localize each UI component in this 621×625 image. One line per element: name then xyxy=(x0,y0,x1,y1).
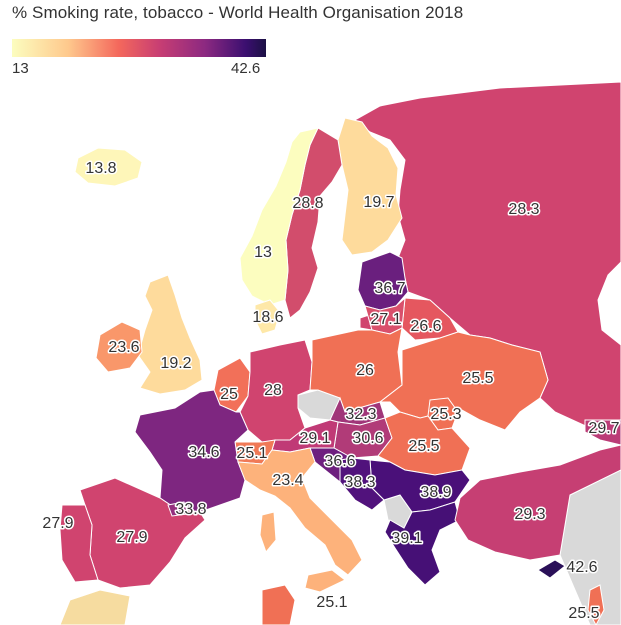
country-croatia[interactable] xyxy=(309,447,354,484)
color-scale-legend xyxy=(12,39,266,57)
country-iceland[interactable] xyxy=(74,147,143,187)
label-spain: 27.9 xyxy=(116,529,147,546)
country-bosnia[interactable] xyxy=(339,457,385,511)
country-italy-sicily[interactable] xyxy=(304,569,346,593)
label-germany: 28 xyxy=(264,382,282,399)
legend-max-label: 42.6 xyxy=(231,60,261,77)
label-denmark: 18.6 xyxy=(252,309,283,326)
country-georgia[interactable] xyxy=(584,419,621,446)
label-greece: 39.1 xyxy=(391,530,422,547)
label-netherlands: 25 xyxy=(220,386,238,403)
country-turkey[interactable] xyxy=(454,444,621,561)
label-israel: 25.5 xyxy=(568,605,599,622)
country-romania[interactable] xyxy=(377,411,471,476)
label-italy: 23.4 xyxy=(272,472,303,489)
country-malta[interactable] xyxy=(59,589,131,625)
label-norway: 13 xyxy=(254,244,272,261)
country-italy[interactable] xyxy=(237,447,363,576)
label-france: 34.6 xyxy=(188,444,219,461)
country-united-kingdom[interactable] xyxy=(137,274,203,395)
label-sweden: 28.8 xyxy=(292,195,323,212)
label-bosnia: 38.3 xyxy=(344,474,375,491)
country-greece[interactable] xyxy=(384,501,461,586)
label-ukraine: 25.5 xyxy=(462,370,493,387)
label-turkey: 29.3 xyxy=(514,506,545,523)
country-cyprus[interactable] xyxy=(537,559,566,579)
label-latvia: 26.6 xyxy=(410,318,441,335)
country-belarus[interactable] xyxy=(357,251,409,311)
label-united-kingdom: 19.2 xyxy=(160,355,191,372)
country-finland[interactable] xyxy=(337,117,403,256)
label-iceland: 13.8 xyxy=(85,160,116,177)
label-portugal: 27.9 xyxy=(42,515,73,532)
label-malta: 25.1 xyxy=(316,594,347,611)
label-switzerland: 25.1 xyxy=(236,445,267,462)
label-austria: 29.1 xyxy=(299,430,330,447)
map-title: % Smoking rate, tobacco - World Health O… xyxy=(12,3,464,22)
label-hungary: 30.6 xyxy=(352,430,383,447)
country-denmark[interactable] xyxy=(254,299,281,335)
label-croatia: 36.6 xyxy=(324,453,355,470)
legend-min-label: 13 xyxy=(12,60,29,77)
label-belarus: 36.7 xyxy=(374,280,405,297)
country-portugal[interactable] xyxy=(59,504,99,583)
label-lithuania: 27.1 xyxy=(370,311,401,328)
label-andorra: 33.8 xyxy=(175,501,206,518)
label-serbia: 38.9 xyxy=(420,484,451,501)
country-ukraine[interactable] xyxy=(378,331,549,431)
label-ireland: 23.6 xyxy=(108,339,139,356)
label-finland: 19.7 xyxy=(363,194,394,211)
country-ireland[interactable] xyxy=(95,321,143,373)
label-slovakia: 32.3 xyxy=(345,406,376,423)
label-cyprus: 42.6 xyxy=(566,559,597,576)
country-israel[interactable] xyxy=(587,584,605,625)
label-georgia: 29.7 xyxy=(588,420,619,437)
country-italy-sardinia[interactable] xyxy=(259,511,277,553)
country-andorra[interactable] xyxy=(167,501,189,517)
label-russia: 28.3 xyxy=(508,201,539,218)
label-poland: 26 xyxy=(356,362,374,379)
label-romania: 25.5 xyxy=(408,438,439,455)
label-moldova: 25.3 xyxy=(430,406,461,423)
country-tunisia[interactable] xyxy=(261,584,296,625)
